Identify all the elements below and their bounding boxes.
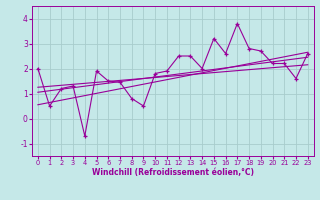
X-axis label: Windchill (Refroidissement éolien,°C): Windchill (Refroidissement éolien,°C) [92, 168, 254, 177]
